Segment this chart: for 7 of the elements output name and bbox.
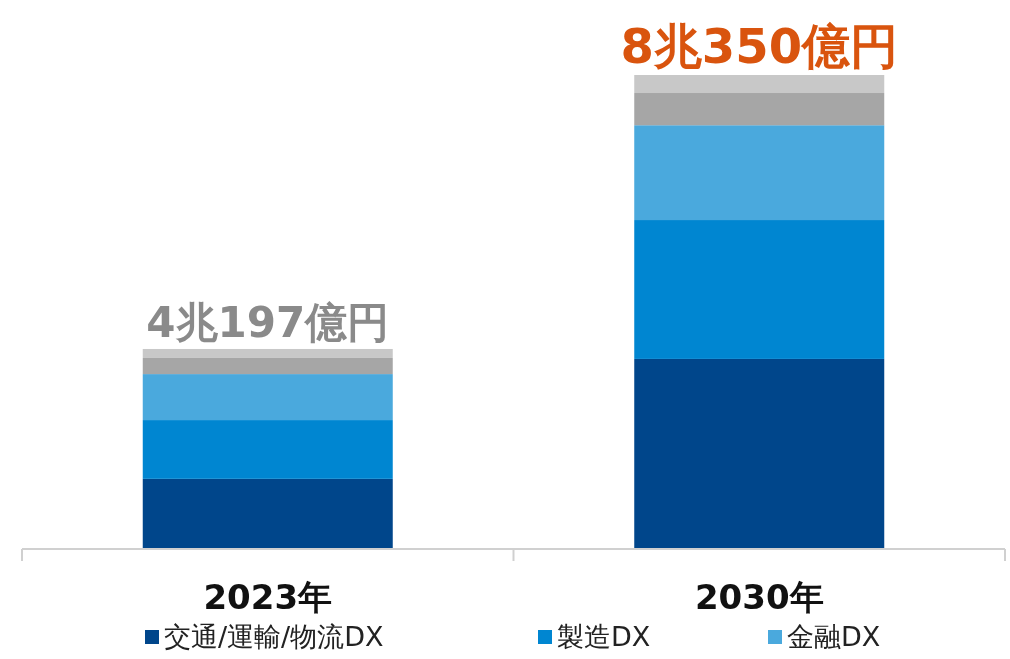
x-tick-label: 2030年 <box>694 577 824 617</box>
legend-label: 製造DX <box>557 621 651 652</box>
legend-label: 交通/運輸/物流DX <box>164 621 384 652</box>
legend-label: 金融DX <box>787 621 881 652</box>
total-label: 8兆350億円 <box>620 18 899 74</box>
x-tick-label: 2023年 <box>203 577 333 617</box>
total-label: 4兆197億円 <box>146 297 390 347</box>
